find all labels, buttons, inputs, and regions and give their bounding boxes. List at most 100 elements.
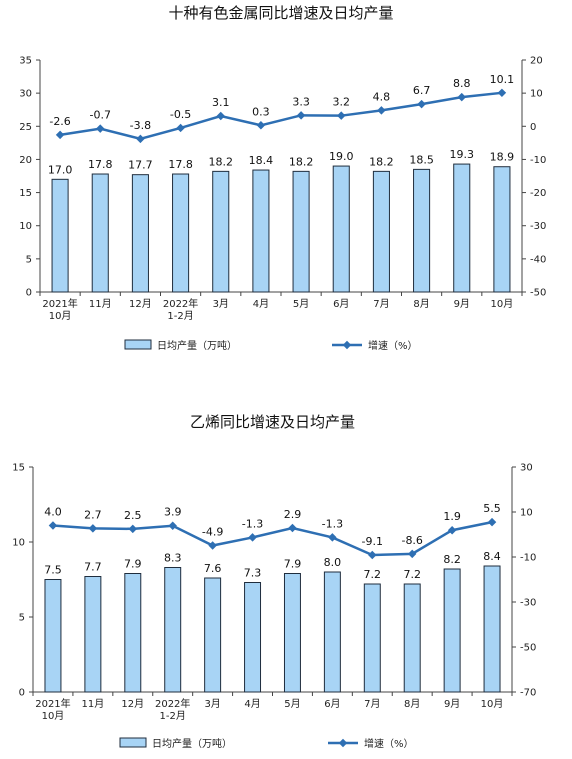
bar	[403, 583, 421, 693]
y-right-tick-label: 0	[530, 122, 536, 133]
y-right-tick-label: 10	[520, 508, 533, 519]
y-right-tick-label: -50	[530, 288, 546, 299]
bar-value-label: 7.5	[44, 564, 62, 577]
growth-value-label: 2.5	[124, 509, 142, 522]
bar-value-label: 8.4	[483, 550, 501, 563]
bar-value-label: 7.2	[403, 568, 421, 581]
x-tick-label: 5月	[284, 698, 300, 710]
growth-line	[59, 91, 503, 141]
legend-bar-swatch	[124, 339, 152, 350]
x-tick-label: 9月	[444, 698, 460, 710]
x-tick-label: 11月	[82, 698, 105, 710]
bar	[323, 571, 341, 693]
y-right-tick-label: -30	[530, 221, 546, 232]
chart-title: 乙烯同比增速及日均产量	[190, 413, 355, 431]
x-tick-label-line: 10月	[42, 710, 65, 722]
bar	[283, 573, 301, 693]
bar	[204, 577, 222, 693]
bar	[252, 169, 270, 293]
chart-title: 十种有色金属同比增速及日均产量	[168, 4, 393, 22]
bar-value-label: 8.3	[164, 552, 182, 565]
y-left-tick-label: 15	[19, 188, 32, 199]
growth-value-label: -9.1	[362, 535, 383, 548]
growth-value-label: 3.3	[292, 95, 310, 108]
bar	[51, 178, 69, 293]
growth-value-label: -2.6	[49, 115, 70, 128]
x-tick-label: 4月	[253, 298, 269, 310]
x-tick-label-line: 9月	[444, 698, 460, 710]
x-tick-label: 2022年 1-2月	[155, 697, 190, 722]
bar-value-label: 7.3	[244, 567, 262, 580]
bar-value-label: 7.7	[84, 561, 102, 574]
growth-point	[168, 521, 177, 530]
bar-value-label: 7.6	[204, 562, 222, 575]
bar	[363, 583, 381, 693]
legend-bar-label: 日均产量（万吨）	[152, 737, 232, 750]
legend-line-marker	[338, 738, 348, 748]
y-right-tick-label: -30	[520, 598, 536, 609]
x-tick-label-line: 10月	[49, 310, 72, 322]
x-tick-label-line: 2022年	[155, 697, 190, 710]
bar-value-label: 7.9	[284, 558, 302, 571]
x-tick-label-line: 5月	[284, 698, 300, 710]
growth-point	[377, 106, 386, 115]
x-tick-label-line: 8月	[413, 298, 429, 310]
bar	[44, 579, 62, 693]
x-tick-label: 12月	[121, 698, 144, 710]
growth-value-label: -0.5	[170, 108, 191, 121]
bar-value-label: 17.8	[168, 158, 193, 171]
x-tick-label-line: 1-2月	[160, 710, 186, 722]
legend-line-label: 增速（%）	[368, 339, 418, 352]
growth-value-label: 1.9	[443, 510, 461, 523]
legend-line-label: 增速（%）	[364, 737, 414, 750]
x-tick-label-line: 6月	[333, 298, 349, 310]
growth-value-label: -3.8	[130, 119, 151, 132]
bar-value-label: 7.2	[364, 568, 382, 581]
legend-bar-swatch	[119, 737, 147, 748]
x-tick-label-line: 3月	[204, 698, 220, 710]
y-left-tick-label: 10	[12, 538, 25, 549]
x-tick-label: 10月	[491, 298, 514, 310]
growth-point	[407, 549, 417, 559]
x-tick-label-line: 2021年	[35, 697, 70, 710]
x-tick-label: 6月	[333, 298, 349, 310]
x-tick-label-line: 1-2月	[167, 310, 193, 322]
growth-value-label: -4.9	[202, 526, 223, 539]
growth-value-label: 2.7	[84, 508, 102, 521]
x-tick-label: 5月	[293, 298, 309, 310]
bar	[124, 573, 142, 693]
bar	[292, 170, 310, 293]
x-tick-label: 2021年 10月	[35, 697, 70, 722]
y-right-tick-label: -70	[520, 688, 536, 699]
x-tick-label-line: 2022年	[163, 297, 198, 310]
x-tick-label: 4月	[244, 698, 260, 710]
x-tick-label: 3月	[204, 698, 220, 710]
bar-value-label: 17.7	[128, 159, 153, 172]
legend-bar-label: 日均产量（万吨）	[157, 339, 237, 352]
x-tick-label-line: 12月	[129, 298, 152, 310]
bar	[413, 168, 431, 293]
growth-point	[328, 533, 337, 542]
growth-value-label: 10.1	[490, 73, 515, 86]
bar-value-label: 19.3	[450, 148, 475, 161]
x-tick-label: 2021年 10月	[42, 297, 77, 322]
x-tick-label: 10月	[481, 698, 504, 710]
bar-value-label: 18.9	[490, 151, 515, 164]
y-left-tick-label: 25	[19, 122, 32, 133]
y-right-tick-label: -20	[530, 188, 546, 199]
growth-point	[248, 533, 257, 542]
y-left-tick-label: 0	[26, 288, 32, 299]
y-right-tick-label: -10	[530, 155, 546, 166]
y-left-tick-label: 0	[19, 688, 25, 699]
growth-point	[128, 524, 138, 534]
y-left-tick-label: 15	[12, 463, 25, 474]
x-tick-label-line: 3月	[213, 298, 229, 310]
y-left-tick-label: 5	[19, 613, 25, 624]
growth-value-label: -1.3	[242, 517, 263, 530]
x-tick-label: 2022年 1-2月	[163, 297, 198, 322]
x-tick-label-line: 4月	[244, 698, 260, 710]
growth-point	[216, 111, 225, 121]
x-tick-label-line: 11月	[82, 698, 105, 710]
growth-value-label: 4.0	[44, 506, 62, 519]
